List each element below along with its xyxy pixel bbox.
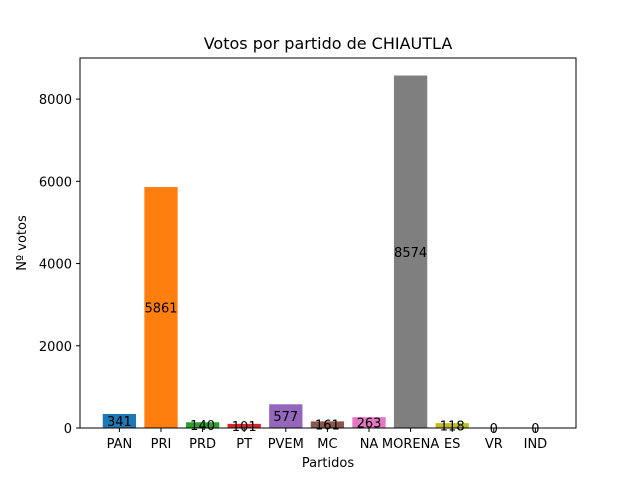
bar-morena bbox=[393, 75, 428, 428]
data-label-mc: 161 bbox=[315, 419, 340, 434]
x-tick-label-pt: PT bbox=[236, 437, 252, 452]
x-tick-label-morena: MORENA bbox=[382, 437, 439, 452]
bar-mc bbox=[310, 421, 345, 428]
data-label-pri: 5861 bbox=[144, 302, 177, 317]
bar-prd bbox=[185, 422, 220, 428]
x-axis: PAN PRI PRD PT PVEM MC NA MORENA ES VR IND bbox=[107, 428, 548, 452]
x-tick-label-na: NA bbox=[360, 437, 379, 452]
y-axis: 0 2000 4000 6000 8000 bbox=[39, 93, 80, 437]
data-label-pt: 101 bbox=[232, 420, 257, 435]
x-axis-label: Partidos bbox=[302, 456, 354, 471]
data-label-prd: 140 bbox=[190, 419, 215, 434]
data-label-morena: 8574 bbox=[394, 246, 427, 261]
y-tick-label: 4000 bbox=[39, 258, 72, 273]
bar-pri bbox=[144, 187, 178, 428]
data-label-pan: 341 bbox=[107, 415, 132, 430]
bars-group bbox=[102, 75, 469, 428]
data-label-pvem: 577 bbox=[273, 410, 298, 425]
y-tick-label: 6000 bbox=[39, 175, 72, 190]
y-tick-label: 0 bbox=[64, 422, 72, 437]
x-tick-label-pri: PRI bbox=[151, 437, 172, 452]
data-label-es: 118 bbox=[440, 420, 465, 435]
plot-area-frame bbox=[79, 57, 577, 429]
y-tick-label: 2000 bbox=[39, 340, 72, 355]
chart-title: Votos por partido de CHIAUTLA bbox=[204, 34, 453, 53]
bar-na bbox=[352, 417, 386, 428]
y-tick-label: 8000 bbox=[39, 93, 72, 108]
bar-pt bbox=[227, 423, 261, 428]
x-tick-label-pan: PAN bbox=[107, 437, 133, 452]
bar-pan bbox=[102, 413, 137, 428]
x-tick-label-mc: MC bbox=[317, 437, 337, 452]
x-tick-label-es: ES bbox=[444, 437, 460, 452]
y-axis-label: Nº votos bbox=[15, 215, 30, 271]
bar-es bbox=[435, 423, 469, 428]
x-tick-label-ind: IND bbox=[524, 437, 548, 452]
x-tick-label-prd: PRD bbox=[189, 437, 216, 452]
x-tick-label-vr: VR bbox=[485, 437, 503, 452]
bar-pvem bbox=[269, 404, 303, 428]
x-tick-label-pvem: PVEM bbox=[268, 437, 304, 452]
